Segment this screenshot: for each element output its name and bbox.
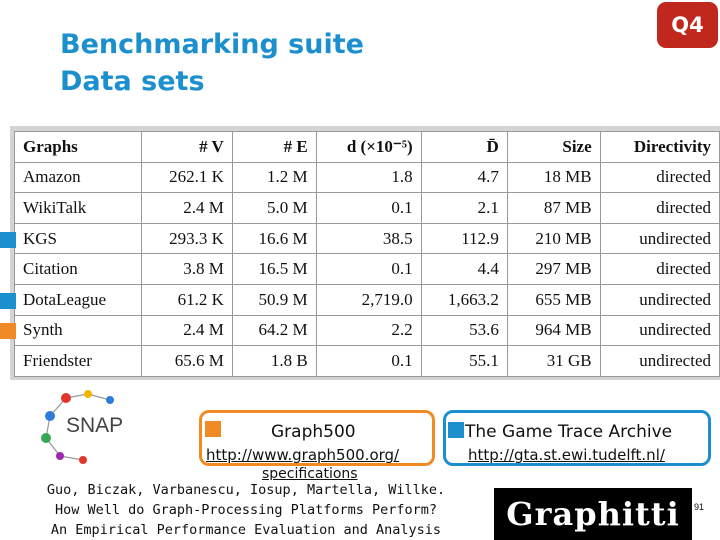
- cell-graph: Friendster: [14, 345, 142, 377]
- snap-label: SNAP: [66, 414, 124, 437]
- gta-label: The Game Trace Archive: [465, 422, 673, 442]
- cell-edges: 50.9 M: [231, 283, 317, 316]
- cell-edges: 5.0 M: [231, 192, 317, 224]
- cell-vertices: 293.3 K: [140, 222, 233, 255]
- graph500-box: [199, 410, 435, 466]
- table-row: Citation 3.8 M 16.5 M 0.1 4.4 297 MB dir…: [14, 253, 720, 285]
- cell-avg-degree: 55.1: [420, 345, 508, 377]
- cell-edges: 1.8 B: [231, 345, 317, 377]
- cell-size: 297 MB: [506, 253, 601, 285]
- col-header-edges: # E: [231, 131, 317, 163]
- cell-avg-degree: 2.1: [420, 192, 508, 224]
- table-row: Friendster 65.6 M 1.8 B 0.1 55.1 31 GB u…: [14, 345, 720, 377]
- cell-vertices: 262.1 K: [140, 161, 233, 194]
- page-number: 91: [694, 502, 705, 512]
- title-line-2: Data sets: [60, 66, 205, 97]
- cell-size: 655 MB: [506, 283, 601, 316]
- cell-directivity: directed: [599, 161, 720, 194]
- cell-directivity: undirected: [599, 314, 720, 347]
- cell-edges: 64.2 M: [231, 314, 317, 347]
- cell-vertices: 65.6 M: [140, 345, 233, 377]
- cell-size: 18 MB: [506, 161, 601, 194]
- cell-directivity: undirected: [599, 222, 720, 255]
- cell-density: 38.5: [315, 222, 422, 255]
- datasets-table: Graphs # V # E d (×10⁻⁵) D̄ Size Directi…: [14, 131, 720, 377]
- cell-vertices: 2.4 M: [140, 314, 233, 347]
- cell-graph: Amazon: [14, 161, 142, 194]
- cell-density: 2.2: [315, 314, 422, 347]
- cell-graph: KGS: [14, 222, 142, 255]
- cell-directivity: undirected: [599, 283, 720, 316]
- col-header-size: Size: [506, 131, 601, 163]
- table-row: DotaLeague 61.2 K 50.9 M 2,719.0 1,663.2…: [14, 283, 720, 316]
- graph500-link-continued[interactable]: specifications: [262, 466, 358, 482]
- cell-vertices: 3.8 M: [140, 253, 233, 285]
- graph500-label: Graph500: [271, 422, 356, 442]
- cell-directivity: undirected: [599, 345, 720, 377]
- snap-marker-dotaleague: [0, 293, 16, 309]
- cell-size: 31 GB: [506, 345, 601, 377]
- cell-avg-degree: 4.7: [420, 161, 508, 194]
- cell-density: 0.1: [315, 345, 422, 377]
- col-header-directivity: Directivity: [599, 131, 720, 163]
- gta-box: [443, 410, 711, 466]
- slide-title: Benchmarking suite Data sets: [60, 26, 364, 100]
- col-header-avg-degree: D̄: [420, 131, 508, 163]
- table-header-row: Graphs # V # E d (×10⁻⁵) D̄ Size Directi…: [14, 131, 720, 163]
- cell-graph: Synth: [14, 314, 142, 347]
- graph500-marker-synth: [0, 323, 16, 339]
- cell-density: 0.1: [315, 253, 422, 285]
- citation-title-line2: An Empirical Performance Evaluation and …: [50, 522, 442, 538]
- citation-block: Guo, Biczak, Varbanescu, Iosup, Martella…: [0, 480, 492, 540]
- cell-density: 2,719.0: [315, 283, 422, 316]
- table-row: KGS 293.3 K 16.6 M 38.5 112.9 210 MB und…: [14, 222, 720, 255]
- col-header-density: d (×10⁻⁵): [315, 131, 422, 163]
- cell-graph: WikiTalk: [14, 192, 142, 224]
- cell-directivity: directed: [599, 253, 720, 285]
- question-badge: Q4: [657, 2, 718, 48]
- citation-title-line1: How Well do Graph-Processing Platforms P…: [54, 502, 437, 518]
- snap-network-icon: [41, 390, 114, 464]
- table-row: Amazon 262.1 K 1.2 M 1.8 4.7 18 MB direc…: [14, 161, 720, 194]
- col-header-vertices: # V: [140, 131, 233, 163]
- cell-edges: 16.6 M: [231, 222, 317, 255]
- cell-directivity: directed: [599, 192, 720, 224]
- citation-authors: Guo, Biczak, Varbanescu, Iosup, Martella…: [46, 482, 446, 498]
- cell-size: 210 MB: [506, 222, 601, 255]
- table-row: Synth 2.4 M 64.2 M 2.2 53.6 964 MB undir…: [14, 314, 720, 347]
- graph500-legend-marker: [205, 421, 221, 437]
- cell-vertices: 2.4 M: [140, 192, 233, 224]
- col-header-graphs: Graphs: [14, 131, 142, 163]
- snap-logo: SNAP: [38, 386, 138, 466]
- cell-edges: 16.5 M: [231, 253, 317, 285]
- gta-legend-marker: [448, 422, 464, 438]
- title-line-1: Benchmarking suite: [60, 29, 364, 60]
- cell-avg-degree: 53.6: [420, 314, 508, 347]
- cell-vertices: 61.2 K: [140, 283, 233, 316]
- cell-edges: 1.2 M: [231, 161, 317, 194]
- gta-link[interactable]: http://gta.st.ewi.tudelft.nl/: [468, 446, 665, 464]
- cell-avg-degree: 4.4: [420, 253, 508, 285]
- cell-avg-degree: 1,663.2: [420, 283, 508, 316]
- snap-marker-kgs: [0, 232, 16, 248]
- cell-density: 1.8: [315, 161, 422, 194]
- cell-graph: Citation: [14, 253, 142, 285]
- cell-size: 964 MB: [506, 314, 601, 347]
- cell-graph: DotaLeague: [14, 283, 142, 316]
- cell-avg-degree: 112.9: [420, 222, 508, 255]
- cell-size: 87 MB: [506, 192, 601, 224]
- cell-density: 0.1: [315, 192, 422, 224]
- table-row: WikiTalk 2.4 M 5.0 M 0.1 2.1 87 MB direc…: [14, 192, 720, 224]
- graphitti-logo: Graphitti: [494, 488, 692, 540]
- graph500-link[interactable]: http://www.graph500.org/: [206, 446, 400, 464]
